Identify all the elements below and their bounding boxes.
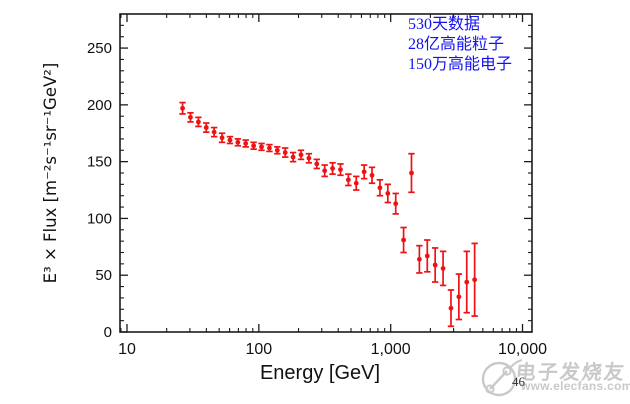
- y-axis-tick-label: 0: [104, 324, 112, 341]
- data-point: [385, 191, 391, 196]
- data-point: [353, 180, 359, 186]
- data-point: [322, 168, 328, 174]
- data-point: [227, 137, 233, 143]
- data-point: [432, 262, 438, 268]
- data-point: [282, 150, 288, 155]
- annotation-line-particles: 28亿高能粒子: [408, 36, 505, 53]
- data-point: [464, 279, 470, 285]
- data-point: [330, 166, 335, 171]
- data-point: [180, 105, 185, 111]
- data-point: [377, 185, 383, 191]
- data-point: [251, 143, 257, 149]
- data-point: [211, 129, 217, 135]
- data-point: [416, 256, 422, 262]
- y-axis-tick-label: 150: [87, 154, 112, 171]
- watermark-url-text: www.elecfans.com: [521, 379, 630, 393]
- y-axis-tick-label: 50: [95, 267, 112, 284]
- data-point: [195, 119, 201, 125]
- data-point: [401, 237, 406, 243]
- data-point: [290, 154, 296, 160]
- annotation-block: 530天数据 28亿高能粒子 150万高能电子: [408, 15, 512, 75]
- data-point: [472, 277, 478, 283]
- data-point: [259, 144, 264, 150]
- data-point: [424, 253, 430, 259]
- annotation-line-electrons: 150万高能电子: [408, 56, 513, 73]
- elecfans-logo-icon: [481, 359, 523, 397]
- y-axis-tick-label: 250: [87, 40, 112, 57]
- data-point: [314, 161, 320, 167]
- x-axis-tick-label: 10: [118, 341, 136, 358]
- data-point: [203, 125, 209, 130]
- page-number: 46: [512, 374, 525, 389]
- data-point: [361, 169, 367, 175]
- y-axis-tick-label: 200: [87, 97, 112, 114]
- data-point: [409, 170, 414, 176]
- x-axis-tick-label: 10,000: [498, 341, 547, 358]
- data-point: [345, 177, 351, 183]
- x-axis-tick-label: 100: [245, 341, 272, 358]
- data-point: [243, 141, 249, 146]
- data-point: [338, 167, 343, 172]
- y-axis-tick-label: 100: [87, 210, 112, 227]
- data-point: [298, 152, 304, 158]
- annotation-line-days: 530天数据: [408, 16, 481, 33]
- data-point: [274, 147, 280, 153]
- x-axis-tick-label: 1,000: [371, 341, 411, 358]
- data-point: [267, 145, 272, 151]
- data-point: [393, 201, 399, 207]
- data-point: [306, 155, 312, 161]
- data-point: [188, 114, 193, 120]
- data-point: [456, 294, 462, 300]
- x-axis-title: Energy [GeV]: [260, 362, 380, 384]
- data-point: [235, 139, 241, 145]
- y-axis-title: E³ × Flux [m⁻²s⁻¹sr⁻¹GeV²]: [41, 63, 60, 284]
- data-point: [369, 172, 375, 178]
- data-point: [219, 135, 225, 141]
- data-point: [440, 266, 446, 271]
- data-point: [448, 305, 454, 311]
